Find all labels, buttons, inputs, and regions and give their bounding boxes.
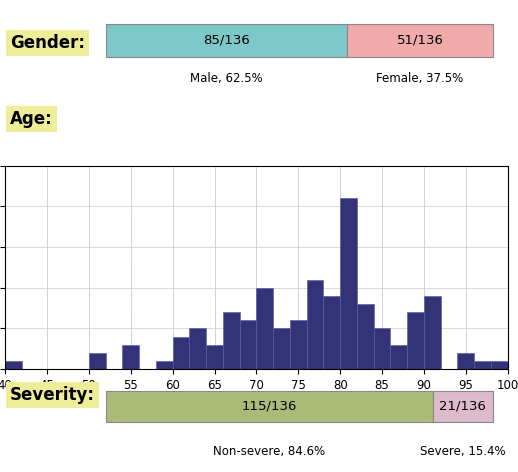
Bar xyxy=(357,304,373,369)
Text: Female, 37.5%: Female, 37.5% xyxy=(377,72,464,84)
Bar xyxy=(240,320,256,369)
X-axis label: Age: Age xyxy=(243,397,270,412)
Text: 21/136: 21/136 xyxy=(439,400,486,413)
Bar xyxy=(122,345,139,369)
Text: 115/136: 115/136 xyxy=(241,400,297,413)
Text: 51/136: 51/136 xyxy=(397,34,443,46)
Bar xyxy=(89,353,106,369)
Bar xyxy=(474,361,491,369)
Bar xyxy=(223,312,240,369)
Text: Severe, 15.4%: Severe, 15.4% xyxy=(420,445,506,458)
Bar xyxy=(340,198,357,369)
Bar xyxy=(256,288,273,369)
Bar xyxy=(172,337,190,369)
Bar xyxy=(407,312,424,369)
FancyBboxPatch shape xyxy=(348,25,493,57)
Text: Severity:: Severity: xyxy=(10,386,95,404)
Bar xyxy=(156,361,172,369)
Text: 85/136: 85/136 xyxy=(203,34,250,46)
Bar xyxy=(290,320,307,369)
Bar xyxy=(323,296,340,369)
FancyBboxPatch shape xyxy=(106,390,433,422)
Text: Age:: Age: xyxy=(10,110,53,128)
Bar xyxy=(273,329,290,369)
Bar xyxy=(307,279,323,369)
Bar xyxy=(5,361,22,369)
Bar xyxy=(457,353,474,369)
Text: Gender:: Gender: xyxy=(10,34,85,52)
Text: Male, 62.5%: Male, 62.5% xyxy=(190,72,263,84)
Bar xyxy=(424,296,441,369)
Bar xyxy=(491,361,508,369)
Text: Non-severe, 84.6%: Non-severe, 84.6% xyxy=(213,445,325,458)
Bar xyxy=(373,329,391,369)
FancyBboxPatch shape xyxy=(433,390,493,422)
Bar xyxy=(190,329,206,369)
Bar xyxy=(206,345,223,369)
Bar xyxy=(391,345,407,369)
FancyBboxPatch shape xyxy=(106,25,348,57)
